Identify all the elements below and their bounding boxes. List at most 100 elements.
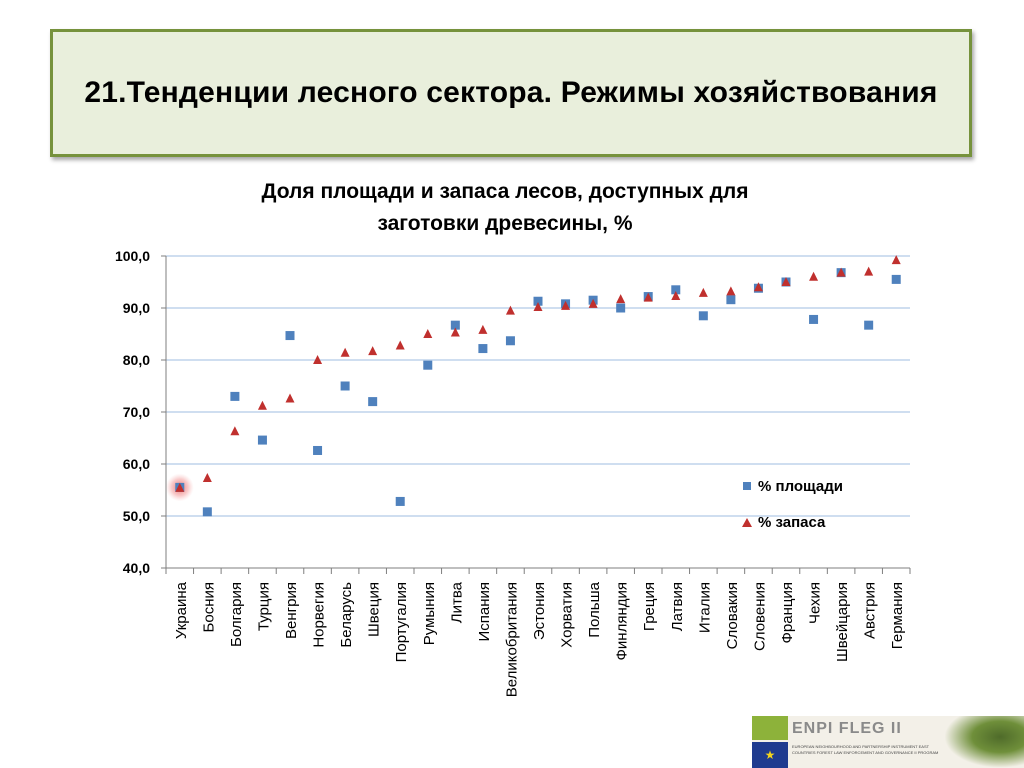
stock-point	[588, 298, 598, 308]
x-tick-label: Франция	[779, 582, 796, 643]
area-point	[368, 397, 378, 407]
area-point	[340, 381, 350, 391]
x-tick-label: Австрия	[862, 582, 879, 639]
x-tick-label: Босния	[200, 582, 217, 632]
area-point	[864, 320, 874, 330]
triangle-marker-icon	[738, 517, 756, 527]
x-tick-label: Италия	[696, 582, 713, 633]
x-tick-label: Хорватия	[559, 582, 576, 648]
legend-label-area: % площади	[758, 477, 843, 495]
stock-point	[202, 473, 212, 483]
y-tick-label: 60,0	[123, 456, 150, 472]
x-tick-label: Германия	[889, 582, 906, 649]
area-point	[533, 296, 543, 306]
area-point	[891, 274, 901, 284]
area-point	[450, 320, 460, 330]
stock-point	[313, 355, 323, 364]
x-tick-label: Румыния	[421, 582, 438, 645]
x-tick-label: Украина	[173, 581, 190, 639]
y-tick-label: 70,0	[123, 404, 150, 420]
x-tick-label: Турция	[255, 582, 272, 631]
stock-point	[561, 300, 571, 310]
stock-point	[698, 287, 708, 297]
stock-point	[836, 267, 846, 277]
x-tick-label: Венгрия	[283, 582, 300, 639]
legend-item-stock: % запаса	[738, 504, 843, 540]
stock-point	[643, 292, 653, 302]
x-tick-label: Испания	[476, 582, 493, 642]
y-tick-label: 40,0	[123, 560, 150, 576]
chart-title-line-2: заготовки древесины, %	[377, 212, 633, 235]
square-marker-icon	[738, 482, 756, 490]
legend-item-area: % площади	[738, 468, 843, 504]
y-tick-label: 90,0	[123, 300, 150, 316]
x-tick-label: Греция	[641, 582, 658, 631]
area-point	[698, 311, 708, 321]
stock-point	[671, 291, 681, 301]
x-tick-label: Швеция	[366, 582, 383, 637]
logo-green-block	[752, 716, 788, 740]
slide-title-box: 21.Тенденции лесного сектора. Режимы хоз…	[50, 29, 972, 157]
area-point	[257, 435, 267, 445]
x-tick-label: Норвегия	[311, 582, 328, 648]
area-point	[726, 295, 736, 305]
area-point	[423, 360, 433, 370]
stock-point	[340, 347, 350, 357]
stock-point	[230, 426, 240, 436]
x-tick-label: Великобритания	[503, 582, 520, 697]
y-tick-label: 50,0	[123, 508, 150, 524]
stock-point	[726, 286, 736, 296]
stock-point	[395, 340, 405, 350]
logo-title: ENPI FLEG II	[792, 720, 902, 737]
area-point	[616, 303, 626, 313]
x-tick-label: Болгария	[228, 582, 245, 647]
stock-point	[478, 324, 488, 334]
x-tick-label: Швейцария	[834, 582, 851, 662]
x-tick-label: Литва	[448, 581, 465, 623]
x-tick-label: Беларусь	[338, 582, 355, 648]
stock-point	[864, 266, 874, 276]
x-tick-label: Эстония	[531, 582, 548, 640]
x-tick-label: Португалия	[393, 582, 410, 662]
x-tick-label: Чехия	[807, 582, 824, 624]
logo-subtitle: EUROPEAN NEIGHBOURHOOD AND PARTNERSHIP I…	[792, 744, 939, 755]
x-tick-label: Латвия	[669, 582, 686, 631]
legend-label-stock: % запаса	[758, 513, 826, 531]
chart-title-line-1: Доля площади и запаса лесов, доступных д…	[261, 180, 749, 203]
stock-point	[175, 482, 185, 492]
enpi-fleg-logo: ★ ENPI FLEG II EUROPEAN NEIGHBOURHOOD AN…	[752, 716, 1024, 768]
chart-title: Доля площади и запаса лесов, доступных д…	[170, 176, 840, 240]
stock-point	[257, 400, 267, 410]
stock-point	[891, 255, 901, 265]
pine-branch-image	[944, 716, 1024, 768]
area-point	[809, 314, 819, 324]
area-point	[478, 344, 488, 354]
stock-point	[533, 301, 543, 311]
chart-legend: % площади % запаса	[738, 468, 843, 540]
area-point	[505, 336, 515, 346]
y-tick-label: 80,0	[123, 352, 150, 368]
stock-point	[285, 393, 295, 403]
stock-point	[505, 305, 515, 315]
area-point	[671, 285, 681, 295]
area-point	[202, 507, 212, 517]
area-point	[313, 445, 323, 455]
stock-point	[616, 294, 626, 304]
eu-flag-icon: ★	[752, 742, 788, 768]
area-point	[285, 331, 295, 341]
x-tick-label: Словения	[751, 582, 768, 651]
stock-point	[368, 346, 378, 356]
x-tick-label: Словакия	[724, 582, 741, 649]
area-point	[230, 391, 240, 401]
area-point	[395, 496, 405, 506]
y-tick-label: 100,0	[115, 248, 150, 264]
x-tick-label: Финляндия	[614, 582, 631, 660]
stock-point	[809, 271, 819, 281]
stock-point	[423, 329, 433, 338]
stock-point	[753, 282, 763, 292]
slide-title: 21.Тенденции лесного сектора. Режимы хоз…	[84, 76, 938, 109]
stock-point	[781, 277, 791, 286]
stock-point	[450, 327, 460, 337]
x-tick-label: Польша	[586, 581, 603, 637]
